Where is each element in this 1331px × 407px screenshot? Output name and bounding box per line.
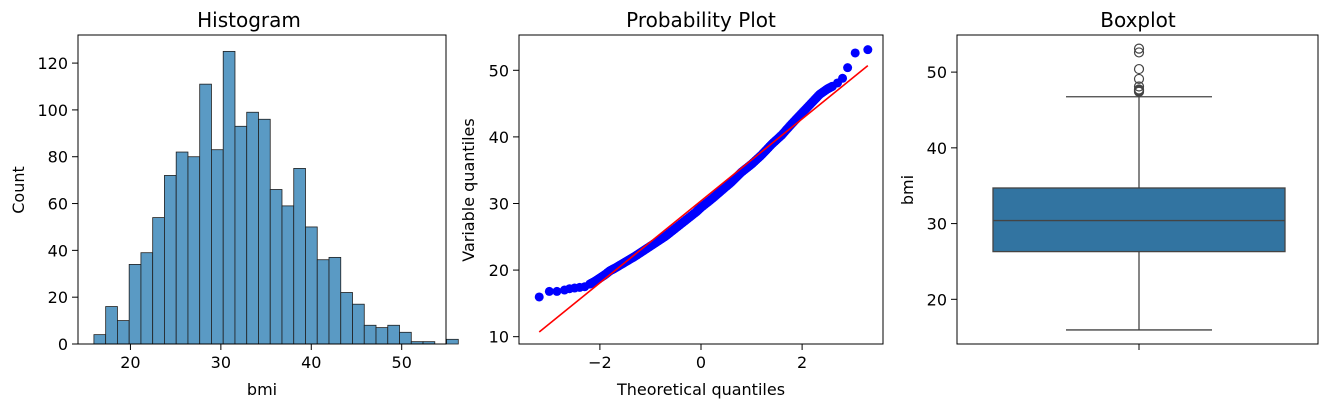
fit-line bbox=[538, 65, 869, 333]
histogram-bar bbox=[164, 175, 177, 345]
histogram-y-tick-label: 0 bbox=[58, 335, 68, 354]
histogram-bar bbox=[363, 324, 377, 345]
histogram-x-tick-label: 40 bbox=[301, 353, 321, 372]
histogram-bar bbox=[117, 320, 130, 345]
probability-x-tick-label: 0 bbox=[696, 353, 706, 372]
boxplot-y-label: bmi bbox=[898, 175, 917, 205]
probability-y-tick-label: 30 bbox=[489, 194, 509, 213]
histogram-y-tick-label: 100 bbox=[37, 101, 68, 120]
probability-y-tick-label: 40 bbox=[489, 128, 509, 147]
boxplot-title: Boxplot bbox=[1100, 8, 1176, 32]
histogram-bar bbox=[375, 327, 389, 345]
histogram-bar bbox=[281, 205, 295, 345]
histogram-bar bbox=[105, 306, 118, 345]
probability-point bbox=[843, 63, 853, 73]
histogram-y-tick-label: 60 bbox=[48, 195, 68, 214]
histogram-bar bbox=[387, 324, 400, 345]
probability-points bbox=[534, 45, 873, 302]
histogram-x-tick-label: 50 bbox=[392, 353, 412, 372]
probability-point bbox=[863, 45, 873, 55]
probability-point bbox=[850, 48, 860, 58]
histogram-x-tick-label: 30 bbox=[211, 353, 231, 372]
histogram-bar bbox=[352, 303, 365, 345]
boxplot-y-ticks: 20 30 40 50 bbox=[927, 63, 957, 309]
probability-x-tick-label: −2 bbox=[588, 353, 612, 372]
probability-x-label: Theoretical quantiles bbox=[616, 380, 785, 399]
probability-point bbox=[838, 73, 848, 83]
outlier-point bbox=[1133, 81, 1145, 92]
histogram-y-tick-label: 120 bbox=[37, 54, 68, 73]
boxplot-frame bbox=[956, 34, 1319, 345]
histogram-bar bbox=[152, 217, 165, 345]
probability-plot-panel: Probability Plot −2 0 2 10 20 30 40 50 Theoret… bbox=[459, 8, 884, 399]
histogram-frame bbox=[77, 34, 447, 345]
probability-y-tick-label: 50 bbox=[489, 61, 509, 80]
histogram-bar bbox=[199, 83, 212, 345]
histogram-bar bbox=[446, 338, 459, 345]
probability-y-tick-label: 20 bbox=[489, 261, 509, 280]
boxplot-panel: Boxplot 20 30 40 50 bmi bbox=[898, 8, 1319, 350]
histogram-y-ticks: 0 20 40 60 80 100 120 bbox=[37, 54, 78, 354]
histogram-bar bbox=[305, 226, 318, 345]
histogram-bar bbox=[175, 151, 189, 345]
boxplot-y-tick-label: 20 bbox=[927, 290, 947, 309]
histogram-bar bbox=[140, 252, 154, 345]
histogram-bar bbox=[93, 334, 107, 345]
histogram-bar bbox=[399, 331, 412, 345]
histogram-x-tick-label: 20 bbox=[120, 353, 140, 372]
histogram-bars bbox=[93, 50, 459, 345]
histogram-bar bbox=[222, 50, 236, 345]
probability-point bbox=[552, 286, 562, 296]
histogram-bar bbox=[211, 149, 224, 345]
probability-x-ticks: −2 0 2 bbox=[588, 344, 807, 372]
outlier-point bbox=[1133, 63, 1145, 75]
histogram-bar bbox=[269, 189, 283, 345]
histogram-y-label: Count bbox=[9, 166, 28, 214]
histogram-y-tick-label: 80 bbox=[48, 148, 68, 167]
histogram-bar bbox=[187, 156, 201, 345]
histogram-panel: Histogram 20 30 40 50 0 20 40 60 80 100 120 bmi C… bbox=[9, 8, 459, 399]
outlier-point bbox=[1133, 43, 1145, 54]
histogram-x-label: bmi bbox=[247, 380, 277, 399]
outlier-point bbox=[1133, 73, 1145, 85]
boxplot-y-tick-label: 50 bbox=[927, 63, 947, 82]
boxplot-y-tick-label: 40 bbox=[927, 139, 947, 158]
histogram-x-ticks: 20 30 40 50 bbox=[120, 344, 412, 372]
histogram-y-tick-label: 20 bbox=[48, 288, 68, 307]
outlier-point bbox=[1133, 47, 1145, 58]
boxplot-marks bbox=[992, 43, 1286, 331]
probability-frame bbox=[518, 34, 884, 345]
histogram-bar bbox=[316, 259, 330, 345]
outlier-point bbox=[1133, 84, 1145, 95]
histogram-bar bbox=[328, 256, 342, 345]
histogram-title: Histogram bbox=[197, 8, 301, 32]
probability-y-ticks: 10 20 30 40 50 bbox=[489, 61, 519, 347]
histogram-y-tick-label: 40 bbox=[48, 241, 68, 260]
histogram-bar bbox=[234, 125, 248, 345]
histogram-bar bbox=[293, 168, 306, 345]
probability-plot-title: Probability Plot bbox=[626, 8, 776, 32]
histogram-bar bbox=[246, 111, 259, 345]
histogram-bar bbox=[258, 118, 271, 345]
probability-point bbox=[534, 292, 544, 302]
histogram-bar bbox=[340, 292, 353, 345]
boxplot-y-tick-label: 30 bbox=[927, 215, 947, 234]
probability-x-tick-label: 2 bbox=[797, 353, 807, 372]
histogram-bar bbox=[128, 264, 142, 345]
probability-y-label: Variable quantiles bbox=[459, 118, 478, 261]
probability-y-tick-label: 10 bbox=[489, 328, 509, 347]
box-iqr bbox=[992, 187, 1286, 253]
probability-point bbox=[544, 286, 554, 296]
